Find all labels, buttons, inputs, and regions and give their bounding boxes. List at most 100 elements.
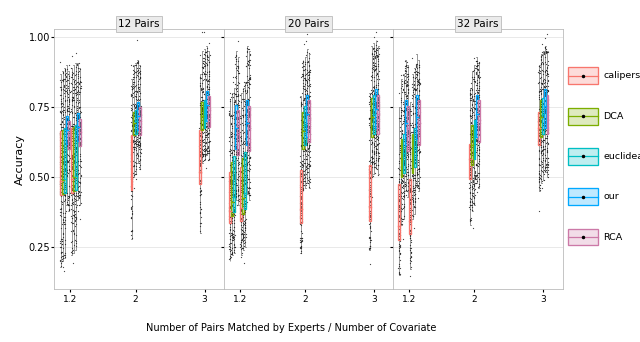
Bar	[568, 148, 598, 165]
Point	[134, 121, 144, 126]
Point	[58, 143, 68, 149]
Point	[127, 144, 137, 149]
Point	[56, 245, 66, 250]
Point	[540, 169, 550, 174]
Point	[465, 88, 475, 93]
Point	[474, 92, 484, 97]
Point	[70, 136, 81, 141]
Point	[533, 138, 543, 144]
Point	[465, 145, 476, 151]
Point	[129, 109, 139, 115]
Point	[401, 193, 412, 198]
Point	[398, 197, 408, 202]
Point	[66, 160, 76, 166]
Point	[539, 84, 549, 90]
Point	[242, 119, 252, 124]
Point	[234, 173, 244, 179]
Point	[58, 88, 68, 93]
Point	[296, 250, 307, 255]
Point	[237, 185, 247, 190]
Point	[238, 233, 248, 239]
Point	[542, 107, 552, 112]
Point	[238, 96, 248, 102]
Point	[242, 115, 252, 120]
Point	[130, 121, 140, 127]
Point	[64, 111, 74, 117]
Point	[70, 221, 81, 227]
Bar	[132, 111, 134, 135]
Point	[300, 124, 310, 129]
Point	[196, 102, 207, 108]
Point	[244, 123, 254, 129]
Point	[76, 127, 86, 132]
Point	[56, 154, 66, 159]
Point	[73, 84, 83, 90]
Point	[296, 228, 306, 234]
Point	[367, 108, 377, 113]
Point	[370, 55, 380, 61]
Point	[244, 65, 254, 70]
Point	[410, 142, 420, 147]
Point	[413, 137, 423, 143]
Point	[240, 177, 250, 183]
Point	[230, 138, 241, 144]
Point	[406, 189, 416, 195]
Point	[61, 70, 71, 76]
Point	[71, 171, 81, 176]
Point	[231, 116, 241, 122]
Point	[65, 134, 75, 140]
Point	[372, 96, 383, 102]
Point	[244, 119, 254, 124]
Point	[69, 114, 79, 120]
Point	[244, 112, 254, 117]
Point	[400, 64, 410, 69]
Point	[203, 95, 213, 101]
Point	[405, 200, 415, 205]
Point	[369, 54, 380, 59]
Point	[364, 99, 374, 105]
Point	[366, 137, 376, 143]
Point	[301, 132, 312, 137]
Point	[134, 112, 145, 117]
Point	[543, 130, 553, 135]
Point	[237, 164, 247, 170]
Point	[413, 150, 424, 156]
Point	[406, 144, 417, 149]
Point	[129, 132, 139, 138]
Point	[406, 196, 416, 201]
Point	[70, 193, 80, 199]
Point	[466, 115, 476, 120]
Point	[59, 150, 69, 156]
Point	[410, 86, 420, 92]
Point	[126, 184, 136, 189]
Point	[230, 169, 240, 174]
Point	[410, 152, 420, 157]
Point	[467, 198, 477, 204]
Point	[230, 165, 241, 170]
Point	[303, 58, 313, 64]
Point	[406, 158, 416, 164]
Point	[63, 128, 74, 134]
Point	[535, 175, 545, 181]
Point	[241, 107, 252, 113]
Point	[126, 134, 136, 140]
Point	[200, 144, 211, 149]
Point	[303, 128, 314, 133]
Point	[406, 246, 417, 251]
Point	[60, 166, 70, 171]
Point	[68, 149, 79, 155]
Point	[134, 98, 144, 103]
Point	[465, 120, 476, 125]
Point	[229, 174, 239, 179]
Point	[64, 87, 74, 93]
Point	[473, 72, 483, 78]
Point	[468, 149, 479, 154]
Point	[198, 125, 209, 131]
Point	[132, 155, 142, 160]
Point	[534, 142, 544, 147]
Point	[60, 167, 70, 173]
Point	[133, 145, 143, 150]
Point	[299, 64, 309, 69]
Point	[401, 129, 412, 134]
Point	[224, 189, 234, 195]
